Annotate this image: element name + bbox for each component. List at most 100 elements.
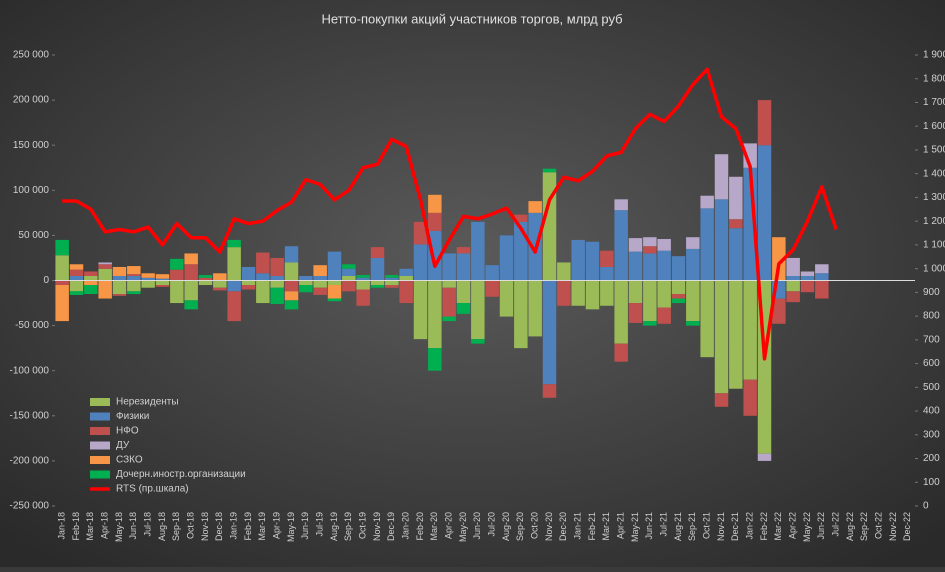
bar <box>270 257 284 276</box>
bar <box>284 280 299 292</box>
bar <box>155 285 170 287</box>
x-tick-label: Jun-21 <box>644 512 654 540</box>
bar <box>557 280 571 306</box>
bar <box>313 287 327 295</box>
legend-label: НФО <box>116 426 139 437</box>
x-tick-label: Jul-22 <box>831 512 841 537</box>
bar <box>184 280 198 301</box>
y2-tick-label: 1 800 <box>923 73 945 84</box>
bar <box>428 194 442 213</box>
y2-tick-label: 1 700 <box>923 97 945 108</box>
bar <box>757 100 772 146</box>
bar <box>815 273 829 281</box>
x-tick-label: Jan-21 <box>573 512 583 540</box>
x-tick-label: Mar-21 <box>601 512 611 541</box>
bar <box>800 280 815 293</box>
bar <box>327 251 342 281</box>
bar <box>643 280 657 322</box>
bar <box>299 285 313 293</box>
bar <box>84 275 98 281</box>
x-tick-label: Sep-22 <box>859 512 869 541</box>
legend-swatch <box>90 456 110 464</box>
bar <box>284 262 299 281</box>
bar <box>671 256 686 281</box>
bar <box>227 239 241 248</box>
bar <box>428 348 442 371</box>
y-tick-label: -250 000 <box>10 501 50 512</box>
x-tick-label: Jun-22 <box>816 512 826 540</box>
x-tick-label: Dec-21 <box>730 512 740 541</box>
x-tick-label: Jul-21 <box>659 512 669 537</box>
bar <box>786 280 800 292</box>
legend-label: ДУ <box>116 440 130 451</box>
bar <box>686 237 700 249</box>
x-tick-label: Apr-21 <box>616 512 626 539</box>
bar <box>542 168 557 173</box>
bar <box>112 266 127 276</box>
x-tick-label: Jul-20 <box>487 512 497 537</box>
bar <box>786 275 800 281</box>
x-tick-label: May-22 <box>802 512 812 542</box>
bar <box>385 277 399 281</box>
y-tick-label: 150 000 <box>13 140 50 151</box>
bar <box>370 257 385 281</box>
legend-label: СЗКО <box>116 455 143 466</box>
y-tick-label: -50 000 <box>15 320 49 331</box>
bar <box>299 280 313 286</box>
bar <box>428 212 442 231</box>
bar <box>686 280 700 322</box>
x-tick-label: Aug-19 <box>329 512 339 541</box>
bar <box>313 275 327 281</box>
x-tick-label: Nov-22 <box>888 512 898 541</box>
bar <box>456 253 471 281</box>
x-tick-label: Oct-22 <box>874 512 884 539</box>
y2-tick-label: 400 <box>923 406 940 417</box>
bar <box>643 253 657 281</box>
bar <box>700 208 714 281</box>
bar <box>184 253 198 265</box>
bar <box>442 287 456 317</box>
y2-tick-label: 800 <box>923 311 940 322</box>
bar <box>241 266 256 281</box>
x-tick-label: Nov-18 <box>200 512 210 541</box>
x-tick-label: Jan-18 <box>57 512 67 540</box>
bar <box>743 280 757 380</box>
bar <box>485 265 499 281</box>
y2-tick-label: 1 300 <box>923 192 945 203</box>
bar <box>729 280 743 389</box>
bar <box>112 275 127 281</box>
bar <box>270 280 284 288</box>
x-tick-label: Sep-21 <box>687 512 697 541</box>
bar <box>213 280 227 288</box>
y2-tick-label: 1 200 <box>923 216 945 227</box>
bar <box>112 294 127 296</box>
bar <box>757 453 772 461</box>
bar <box>127 291 141 295</box>
bar <box>342 268 356 276</box>
bar <box>69 280 84 292</box>
bar <box>628 238 643 252</box>
bar <box>256 280 270 304</box>
x-tick-label: Jun-18 <box>128 512 138 540</box>
bar <box>55 280 69 286</box>
x-tick-label: Feb-18 <box>71 512 81 541</box>
bar <box>571 280 585 306</box>
x-tick-label: Jul-18 <box>143 512 153 537</box>
bar <box>557 262 571 281</box>
y-tick-label: 200 000 <box>13 95 50 106</box>
bar <box>155 278 170 281</box>
bar <box>213 287 227 291</box>
legend-swatch <box>90 441 110 450</box>
bar <box>614 280 628 344</box>
bar <box>772 237 786 281</box>
legend-label: RTS (пр.шкала) <box>116 484 189 495</box>
bar <box>600 280 614 306</box>
x-tick-label: Jan-22 <box>745 512 755 540</box>
bar <box>729 228 743 281</box>
x-tick-label: Oct-21 <box>702 512 712 539</box>
bar <box>614 210 628 281</box>
bar <box>714 154 729 200</box>
bar <box>342 264 356 269</box>
bar <box>327 285 342 299</box>
bar <box>714 199 729 281</box>
